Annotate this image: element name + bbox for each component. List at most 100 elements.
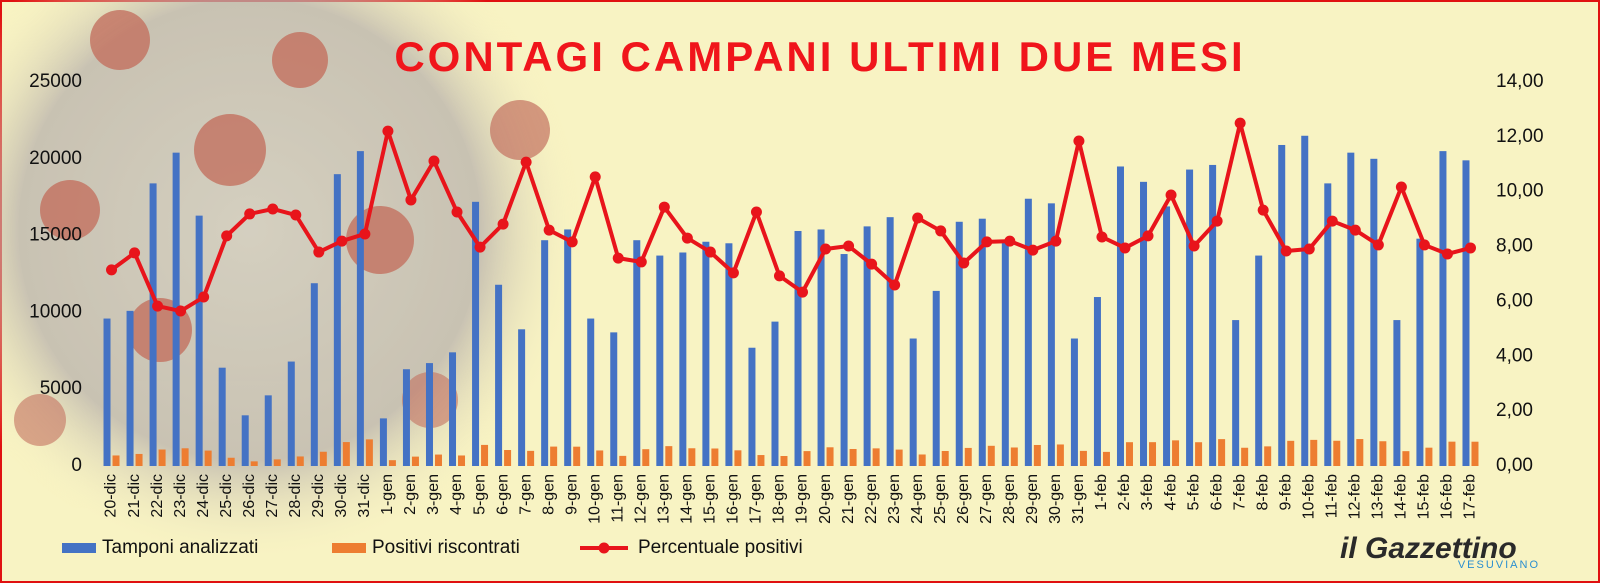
bar: [872, 448, 880, 466]
point: [820, 243, 832, 255]
virus-illustration: [0, 0, 580, 560]
x-tick-label: 14-gen: [679, 474, 696, 524]
legend-label: Positivi riscontrati: [372, 537, 520, 558]
bar: [388, 460, 396, 466]
y2-tick-label: 0,00: [1496, 455, 1533, 476]
x-tick-label: 10-gen: [586, 474, 603, 524]
bar: [1116, 166, 1124, 467]
bar: [1001, 240, 1009, 466]
x-tick-label: 6-feb: [1208, 474, 1225, 511]
x-tick-label: 5-gen: [471, 474, 488, 515]
bar: [1462, 160, 1470, 466]
point: [1326, 215, 1338, 227]
bar: [909, 338, 917, 466]
y2-tick-label: 12,00: [1496, 126, 1544, 147]
x-tick-label: 23-gen: [886, 474, 903, 524]
x-tick-label: 30-gen: [1047, 474, 1064, 524]
x-tick-label: 2-gen: [402, 474, 419, 515]
point: [1372, 239, 1384, 251]
x-tick-label: 14-feb: [1393, 474, 1410, 519]
bar: [817, 229, 825, 466]
source-subtitle: VESUVIANO: [1458, 559, 1540, 571]
bar: [1425, 447, 1433, 466]
bar: [780, 456, 788, 466]
point: [843, 240, 855, 252]
bar: [1333, 440, 1341, 466]
bar: [504, 450, 512, 466]
point: [497, 218, 509, 230]
x-tick-label: 7-gen: [517, 474, 534, 515]
x-tick-label: 4-feb: [1162, 474, 1179, 511]
bar: [1070, 338, 1078, 466]
bar: [158, 449, 166, 466]
bar: [1241, 447, 1249, 466]
point: [1395, 181, 1407, 193]
point: [727, 267, 739, 279]
point: [1211, 215, 1223, 227]
bar: [411, 456, 419, 466]
bar: [126, 310, 134, 466]
bar: [1471, 441, 1479, 466]
bar: [287, 361, 295, 466]
x-tick-label: 16-gen: [725, 474, 742, 524]
x-tick-label: 7-feb: [1231, 474, 1248, 511]
point: [1188, 240, 1200, 252]
bar: [1416, 238, 1424, 466]
bar: [1172, 440, 1180, 466]
bar: [610, 332, 618, 466]
legend-swatch: [62, 543, 96, 553]
x-tick-label: 2-feb: [1116, 474, 1133, 511]
x-tick-label: 10-feb: [1300, 474, 1317, 519]
y-tick-label: 25000: [29, 71, 82, 92]
point: [474, 241, 486, 253]
point: [405, 194, 417, 206]
y2-tick-label: 4,00: [1496, 345, 1533, 366]
point: [704, 246, 716, 258]
bar: [955, 221, 963, 466]
x-tick-label: 3-gen: [425, 474, 442, 515]
bar: [365, 439, 373, 466]
x-tick-label: 11-gen: [609, 474, 626, 523]
x-tick-label: 28-dic: [287, 474, 304, 518]
bar: [1393, 320, 1401, 466]
y-tick-label: 15000: [29, 225, 82, 246]
point: [635, 256, 647, 268]
point: [1142, 230, 1154, 242]
bar: [402, 369, 410, 466]
x-tick-label: 17-gen: [748, 474, 765, 524]
point: [935, 225, 947, 237]
x-tick-label: 22-gen: [863, 474, 880, 524]
bar: [342, 442, 350, 466]
x-tick-label: 31-gen: [1070, 474, 1087, 524]
y2-tick-label: 14,00: [1496, 71, 1544, 92]
x-tick-label: 12-gen: [633, 474, 650, 524]
bar: [688, 448, 696, 466]
bar: [941, 450, 949, 466]
legend-swatch: [598, 542, 610, 554]
bar: [527, 450, 535, 466]
point: [1464, 242, 1476, 254]
bar: [550, 446, 558, 466]
x-tick-label: 4-gen: [448, 474, 465, 515]
x-tick-label: 20-dic: [103, 474, 120, 518]
point: [1004, 235, 1016, 247]
bar: [481, 444, 489, 466]
bar: [587, 318, 595, 466]
x-tick-label: 25-gen: [932, 474, 949, 524]
bar: [702, 241, 710, 466]
y-tick-label: 10000: [29, 301, 82, 322]
bar: [1024, 198, 1032, 466]
legend-label: Tamponi analizzati: [102, 537, 258, 558]
bar: [296, 456, 304, 466]
x-tick-label: 24-dic: [195, 474, 212, 518]
x-tick-label: 15-feb: [1416, 474, 1433, 519]
x-tick-label: 26-gen: [955, 474, 972, 524]
y-tick-label: 5000: [40, 378, 82, 399]
bar: [1163, 206, 1171, 466]
bar: [987, 445, 995, 466]
bar: [458, 455, 466, 466]
bar: [849, 448, 857, 466]
bar: [425, 363, 433, 466]
point: [773, 270, 785, 282]
